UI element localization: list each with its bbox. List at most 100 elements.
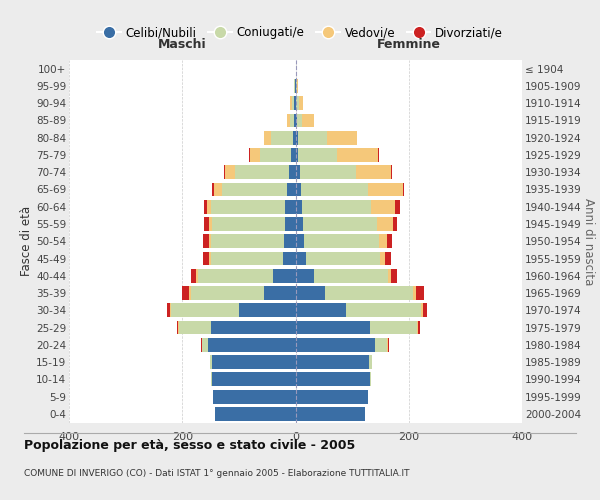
- Bar: [225, 166, 235, 179]
- Bar: [413, 286, 416, 300]
- Bar: [235, 166, 289, 179]
- Bar: [260, 148, 291, 162]
- Bar: [290, 96, 292, 110]
- Bar: [196, 269, 198, 282]
- Bar: [204, 217, 209, 231]
- Bar: [393, 217, 397, 231]
- Bar: [204, 200, 206, 213]
- Bar: [178, 320, 179, 334]
- Bar: [214, 182, 222, 196]
- Text: Femmine: Femmine: [377, 38, 441, 51]
- Bar: [314, 269, 388, 282]
- Bar: [189, 286, 191, 300]
- Bar: [416, 320, 418, 334]
- Bar: [287, 114, 290, 128]
- Bar: [273, 269, 296, 282]
- Bar: [418, 320, 420, 334]
- Bar: [395, 200, 400, 213]
- Bar: [356, 166, 391, 179]
- Bar: [379, 234, 386, 248]
- Bar: [296, 320, 370, 334]
- Bar: [296, 286, 325, 300]
- Bar: [215, 407, 296, 421]
- Bar: [337, 148, 377, 162]
- Bar: [368, 182, 403, 196]
- Y-axis label: Anni di nascita: Anni di nascita: [583, 198, 595, 285]
- Bar: [388, 269, 391, 282]
- Legend: Celibi/Nubili, Coniugati/e, Vedovi/e, Divorziati/e: Celibi/Nubili, Coniugati/e, Vedovi/e, Di…: [97, 26, 503, 39]
- Bar: [294, 114, 296, 128]
- Bar: [380, 252, 385, 266]
- Bar: [371, 200, 395, 213]
- Bar: [289, 166, 296, 179]
- Text: Popolazione per età, sesso e stato civile - 2005: Popolazione per età, sesso e stato civil…: [24, 439, 355, 452]
- Bar: [290, 114, 294, 128]
- Bar: [250, 148, 260, 162]
- Bar: [385, 252, 391, 266]
- Bar: [416, 286, 424, 300]
- Bar: [182, 286, 189, 300]
- Bar: [209, 234, 211, 248]
- Bar: [191, 269, 196, 282]
- Bar: [296, 252, 305, 266]
- Bar: [421, 304, 423, 317]
- Bar: [369, 355, 372, 369]
- Bar: [296, 166, 300, 179]
- Bar: [370, 372, 371, 386]
- Bar: [286, 200, 296, 213]
- Bar: [239, 304, 296, 317]
- Bar: [287, 182, 296, 196]
- Bar: [198, 269, 273, 282]
- Bar: [299, 96, 304, 110]
- Bar: [212, 217, 286, 231]
- Bar: [296, 407, 365, 421]
- Bar: [296, 96, 299, 110]
- Bar: [265, 131, 271, 144]
- Bar: [209, 217, 212, 231]
- Bar: [301, 182, 368, 196]
- Bar: [302, 200, 371, 213]
- Bar: [300, 166, 356, 179]
- Bar: [305, 252, 380, 266]
- Bar: [291, 148, 296, 162]
- Bar: [295, 96, 296, 110]
- Bar: [283, 252, 296, 266]
- Bar: [211, 320, 296, 334]
- Bar: [222, 182, 287, 196]
- Bar: [208, 338, 296, 351]
- Bar: [209, 252, 211, 266]
- Bar: [211, 200, 286, 213]
- Bar: [296, 304, 346, 317]
- Bar: [296, 79, 298, 93]
- Bar: [211, 234, 284, 248]
- Bar: [325, 286, 413, 300]
- Bar: [296, 200, 302, 213]
- Bar: [212, 182, 214, 196]
- Y-axis label: Fasce di età: Fasce di età: [20, 206, 33, 276]
- Bar: [296, 114, 302, 128]
- Bar: [203, 252, 209, 266]
- Bar: [298, 131, 327, 144]
- Bar: [206, 200, 211, 213]
- Bar: [167, 304, 170, 317]
- Bar: [284, 234, 296, 248]
- Bar: [298, 148, 337, 162]
- Bar: [296, 355, 369, 369]
- Bar: [293, 131, 296, 144]
- Text: COMUNE DI INVERIGO (CO) - Dati ISTAT 1° gennaio 2005 - Elaborazione TUTTITALIA.I: COMUNE DI INVERIGO (CO) - Dati ISTAT 1° …: [24, 468, 409, 477]
- Bar: [296, 182, 301, 196]
- Bar: [370, 320, 416, 334]
- Bar: [302, 114, 314, 128]
- Bar: [296, 269, 314, 282]
- Bar: [304, 234, 379, 248]
- Bar: [391, 269, 397, 282]
- Bar: [377, 148, 379, 162]
- Bar: [375, 338, 387, 351]
- Bar: [265, 286, 296, 300]
- Bar: [211, 252, 283, 266]
- Bar: [391, 166, 392, 179]
- Bar: [177, 320, 178, 334]
- Bar: [296, 148, 298, 162]
- Bar: [296, 338, 375, 351]
- Bar: [388, 338, 389, 351]
